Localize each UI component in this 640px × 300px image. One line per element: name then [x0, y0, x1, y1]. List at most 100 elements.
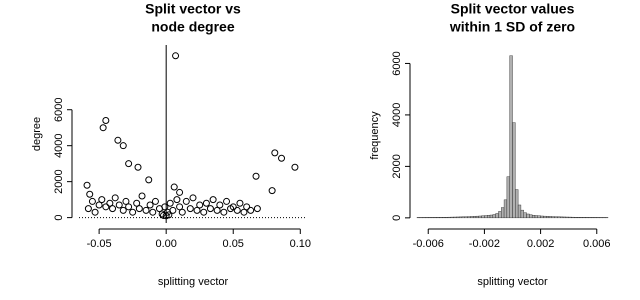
bar [453, 216, 457, 219]
chart-title: node degree [151, 19, 234, 35]
bar [548, 216, 553, 219]
bar [461, 216, 465, 219]
point [102, 203, 110, 211]
bar [568, 216, 572, 219]
bar [433, 217, 437, 219]
point [165, 211, 173, 219]
bar [515, 189, 519, 219]
bar [512, 122, 516, 219]
bar [450, 216, 454, 219]
point [209, 196, 217, 204]
y-axis-label: frequency [369, 111, 381, 160]
point [135, 205, 143, 213]
bar [543, 215, 547, 219]
point [151, 197, 159, 205]
bar [492, 214, 496, 219]
point [271, 149, 279, 157]
bar [501, 207, 505, 219]
bar [523, 212, 527, 219]
bar [517, 204, 522, 219]
point [182, 197, 190, 205]
bar [571, 216, 575, 219]
point [247, 206, 255, 214]
point [83, 181, 91, 189]
point [99, 124, 107, 132]
point [134, 163, 142, 171]
point [223, 197, 231, 205]
point [145, 176, 153, 184]
bar [540, 215, 544, 219]
point [206, 205, 214, 213]
bar [531, 215, 536, 219]
bar [489, 214, 494, 219]
point [129, 208, 137, 216]
point [233, 206, 241, 214]
point [98, 196, 106, 204]
point [114, 136, 122, 144]
point [138, 192, 146, 200]
bar [526, 213, 530, 219]
point [88, 197, 96, 205]
bar [579, 217, 583, 219]
bar [495, 213, 499, 219]
bar [551, 216, 555, 219]
point [119, 206, 127, 214]
x-axis-label: splitting vector [158, 276, 229, 288]
x-tick-label: 0.00 [155, 238, 176, 250]
bar [537, 215, 541, 219]
point [193, 206, 201, 214]
bar [464, 216, 468, 219]
point [253, 205, 261, 213]
bar [582, 217, 586, 219]
point [106, 199, 114, 207]
x-axis-label: splitting vector [477, 276, 548, 288]
point [178, 208, 186, 216]
bar [557, 216, 561, 219]
y-tick-label: 6000 [53, 97, 65, 121]
point [186, 205, 194, 213]
point [161, 203, 169, 211]
bar [447, 216, 451, 219]
point [125, 160, 133, 168]
point [166, 199, 174, 207]
point [142, 206, 150, 214]
bar [565, 216, 569, 219]
point [189, 194, 197, 202]
bar [529, 214, 533, 219]
chart-title: Split vector values [451, 1, 575, 17]
point [252, 172, 260, 180]
bar [554, 216, 558, 219]
bar [560, 216, 564, 219]
chart-title: within 1 SD of zero [449, 19, 575, 35]
x-tick-label: -0.05 [87, 238, 112, 250]
point [95, 201, 103, 209]
point [102, 117, 110, 125]
bar [585, 217, 589, 219]
bar [546, 216, 550, 219]
point [86, 190, 94, 198]
point [119, 142, 127, 150]
point [291, 163, 299, 171]
bar [467, 216, 471, 219]
bar [576, 217, 581, 219]
point [149, 208, 157, 216]
point [84, 205, 92, 213]
bar [574, 217, 578, 219]
point [216, 201, 224, 209]
bar [478, 215, 482, 219]
bar [509, 55, 513, 219]
y-tick-label: 6000 [391, 51, 403, 75]
point [172, 52, 180, 60]
bar [562, 216, 567, 219]
bar [442, 217, 446, 219]
point [122, 197, 130, 205]
bar [472, 216, 477, 219]
y-tick-label: 0 [53, 215, 65, 221]
y-tick-label: 4000 [391, 103, 403, 127]
x-tick-label: 0.10 [290, 238, 311, 250]
point [176, 203, 184, 211]
bar [444, 217, 449, 219]
bar [439, 217, 443, 219]
point [170, 183, 178, 191]
